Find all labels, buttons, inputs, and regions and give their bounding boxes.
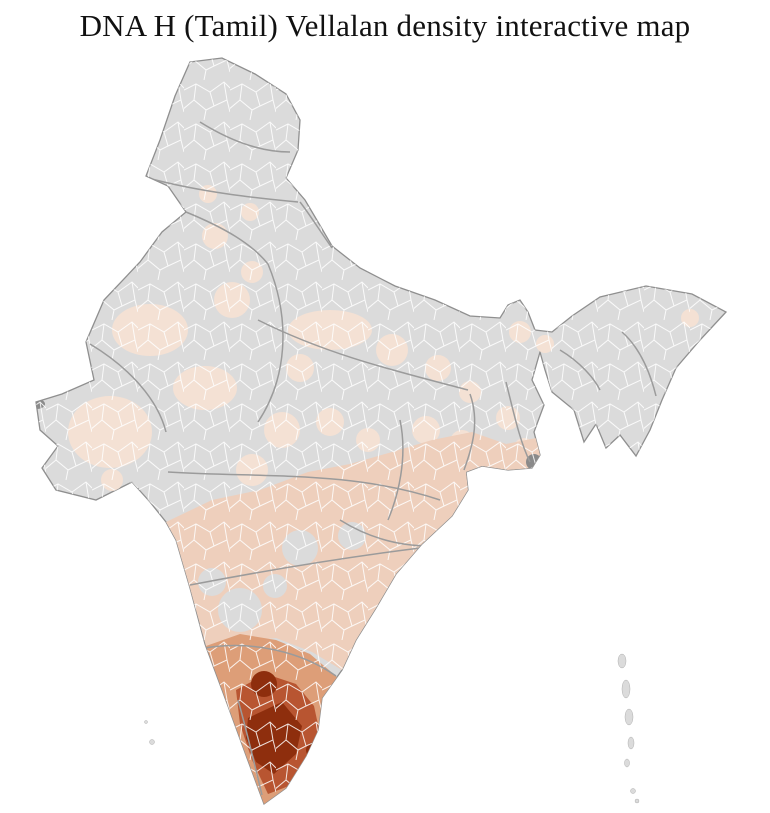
district-mesh-overlay [36,58,726,804]
state-border-lines [89,121,657,796]
island-chains[interactable] [144,653,640,804]
page-title: DNA H (Tamil) Vellalan density interacti… [79,8,691,43]
